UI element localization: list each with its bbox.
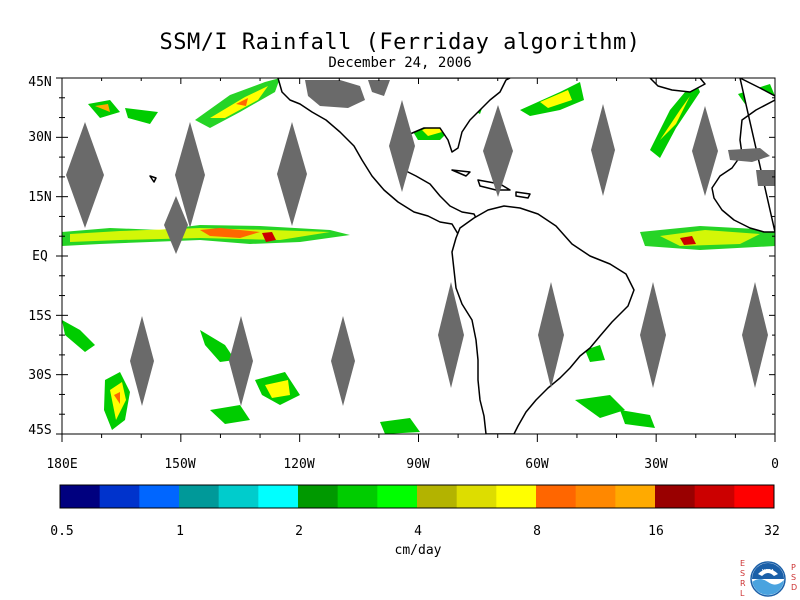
colorbar-swatch [60,485,101,508]
colorbar [60,485,775,508]
missing-data-swath [692,106,718,196]
missing-data-swath [277,122,307,226]
noaa-esrl-psd-logo: E S R L NOAA P S D [740,559,797,598]
x-tick-label: 30W [644,457,668,472]
x-axis-labels: 180E 150W 120W 90W 60W 30W 0 [46,457,779,472]
x-tick-label: 0 [771,457,779,472]
svg-text:D: D [791,583,797,592]
y-axis-labels: 45N 30N 15N EQ 15S 30S 45S [28,75,51,438]
x-tick-label: 90W [406,457,430,472]
missing-data-swaths [66,100,768,406]
y-tick-label: 30S [28,368,51,383]
y-tick-label: 30N [28,130,51,145]
svg-text:L: L [740,589,745,598]
x-tick-label: 150W [164,457,195,472]
x-tick-label: 120W [283,457,314,472]
colorbar-tick-label: 32 [764,524,780,539]
missing-land-areas [305,80,775,186]
colorbar-tick-label: 1 [176,524,184,539]
colorbar-tick-label: 0.5 [50,524,73,539]
colorbar-swatch [337,485,378,508]
colorbar-tick-label: 4 [414,524,422,539]
x-tick-label: 60W [525,457,549,472]
missing-data-swath [438,282,464,388]
missing-data-swath [640,282,666,388]
y-tick-label: 45S [28,423,51,438]
missing-data-swath [229,316,253,406]
missing-data-swath [331,316,355,406]
svg-text:R: R [740,579,746,588]
missing-data-swath [742,282,768,388]
colorbar-tick-labels: 0.5 1 2 4 8 16 32 [50,524,780,539]
colorbar-tick-label: 16 [648,524,664,539]
colorbar-swatch [258,485,299,508]
colorbar-swatch [377,485,418,508]
colorbar-unit-label: cm/day [395,543,442,558]
colorbar-frame [59,484,775,509]
colorbar-swatch [298,485,339,508]
logo-left-letters: E S R L [740,559,746,598]
missing-data-swath [175,122,205,228]
map-plot-area [62,78,775,434]
colorbar-swatch [575,485,616,508]
logo-right-letters: P S D [791,563,797,592]
noaa-emblem-icon: NOAA [750,561,786,597]
svg-text:E: E [740,559,745,568]
missing-data-swath [591,104,615,196]
colorbar-swatch [179,485,220,508]
colorbar-tick-label: 2 [295,524,303,539]
colorbar-tick-label: 8 [533,524,541,539]
missing-data-swath [538,282,564,388]
colorbar-swatch [417,485,458,508]
colorbar-swatch [496,485,537,508]
colorbar-swatch [536,485,577,508]
colorbar-swatch [218,485,259,508]
axis-ticks [56,77,776,442]
colorbar-swatch [734,485,775,508]
colorbar-swatch [694,485,735,508]
rainfall-field [62,78,775,434]
y-tick-label: EQ [32,249,48,264]
colorbar-swatch [99,485,140,508]
map-title: SSM/I Rainfall (Ferriday algorithm) [159,30,641,55]
colorbar-swatch [456,485,497,508]
missing-data-swath [164,196,188,254]
svg-text:P: P [791,563,796,572]
missing-data-swath [66,122,104,228]
map-date: December 24, 2006 [328,55,472,71]
colorbar-swatch [139,485,180,508]
missing-data-swath [130,316,154,406]
x-tick-label: 180E [46,457,77,472]
missing-data-swath [389,100,415,192]
missing-data-swath [483,105,513,197]
y-tick-label: 45N [28,75,51,90]
svg-text:S: S [740,569,745,578]
colorbar-swatch [655,485,696,508]
svg-text:S: S [791,573,796,582]
colorbar-swatch [615,485,656,508]
y-tick-label: 15N [28,190,51,205]
y-tick-label: 15S [28,309,51,324]
svg-text:NOAA: NOAA [762,569,774,575]
